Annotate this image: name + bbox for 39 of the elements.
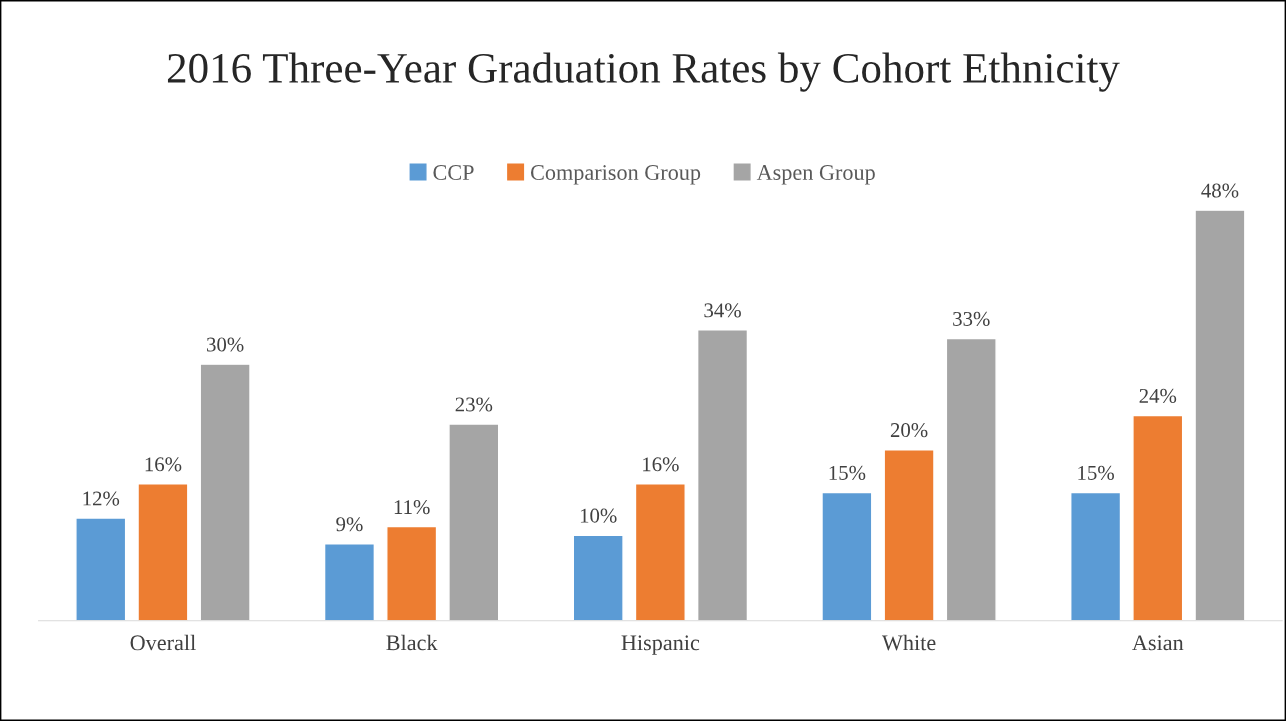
bar bbox=[1070, 491, 1122, 621]
bar bbox=[448, 423, 500, 621]
bar bbox=[821, 491, 873, 621]
bar bbox=[199, 363, 251, 621]
data-label: 9% bbox=[336, 517, 363, 532]
bar bbox=[696, 329, 749, 621]
data-label: 10% bbox=[580, 508, 617, 523]
bar bbox=[883, 448, 935, 621]
legend-label: Comparison Group bbox=[530, 165, 701, 185]
data-label: 15% bbox=[829, 465, 866, 480]
x-tick-label: White bbox=[881, 634, 936, 651]
legend-label: CCP bbox=[433, 165, 474, 180]
data-label: 16% bbox=[643, 457, 679, 472]
bar bbox=[323, 543, 376, 621]
bar bbox=[1132, 414, 1184, 621]
data-label: 11% bbox=[394, 500, 430, 515]
data-label: 34% bbox=[704, 303, 741, 318]
data-label: 33% bbox=[953, 311, 990, 326]
bar bbox=[386, 525, 438, 621]
data-label: 15% bbox=[1078, 465, 1114, 480]
data-label: 20% bbox=[890, 423, 928, 438]
bar bbox=[1194, 209, 1246, 621]
x-tick-label: Asian bbox=[1132, 635, 1184, 651]
chart-title: 2016 Three-Year Graduation Rates by Cohort Ethnicity bbox=[167, 52, 1120, 92]
bar bbox=[75, 517, 127, 621]
data-label: 12% bbox=[83, 491, 120, 506]
data-label: 30% bbox=[207, 337, 244, 352]
bar bbox=[945, 337, 997, 621]
data-label: 23% bbox=[455, 397, 493, 412]
data-label: 48% bbox=[1201, 183, 1239, 198]
legend-label: Aspen Group bbox=[756, 165, 875, 185]
bar bbox=[572, 534, 624, 621]
bar bbox=[137, 483, 189, 621]
bar bbox=[634, 483, 686, 621]
x-tick-label: Black bbox=[386, 634, 438, 651]
data-label: 24% bbox=[1139, 388, 1177, 403]
data-label: 16% bbox=[145, 457, 182, 472]
x-tick-label: Overall bbox=[130, 634, 196, 651]
x-tick-label: Hispanic bbox=[621, 635, 700, 655]
